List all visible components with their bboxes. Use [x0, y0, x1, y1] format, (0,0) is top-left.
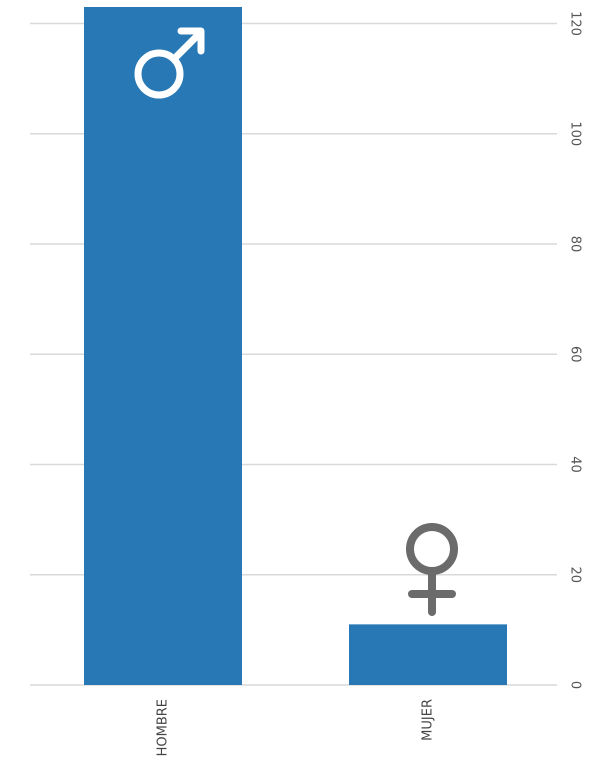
y-tick-label: 80 [568, 236, 583, 253]
y-tick-label: 40 [568, 456, 583, 473]
x-category-label: HOMBRE [156, 699, 171, 756]
y-axis-ticks: 0 20 40 60 80 100 120 [568, 11, 583, 689]
y-tick-label: 120 [568, 11, 583, 36]
bar-icons [134, 27, 458, 616]
male-symbol-icon [134, 27, 205, 99]
x-axis-categories: HOMBRE MUJER [156, 699, 436, 756]
y-tick-label: 60 [568, 346, 583, 363]
bar-mujer [349, 624, 507, 685]
female-symbol-icon [406, 523, 458, 616]
x-category-label: MUJER [421, 699, 436, 741]
y-tick-label: 20 [568, 566, 583, 583]
bars [84, 7, 507, 685]
y-tick-label: 100 [568, 121, 583, 146]
bar-hombre [84, 7, 242, 685]
y-tick-label: 0 [568, 681, 583, 689]
